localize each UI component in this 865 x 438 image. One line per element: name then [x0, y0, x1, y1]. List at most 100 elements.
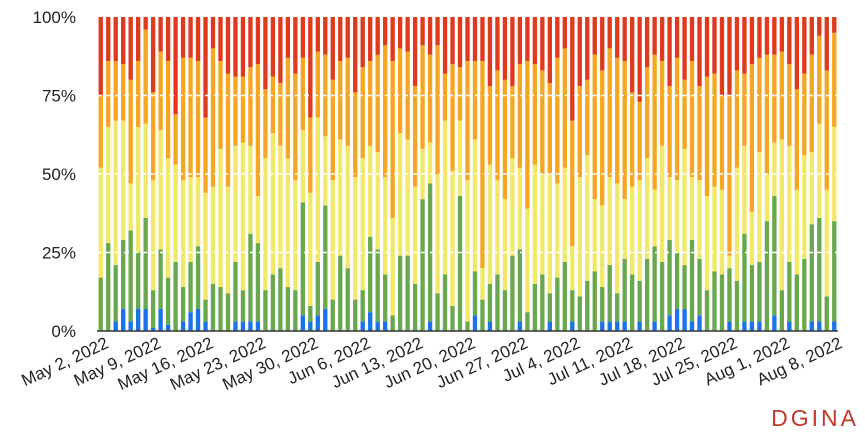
bar-segment [704, 290, 710, 331]
bar-segment [293, 17, 298, 74]
bar-segment [210, 283, 216, 331]
bar-segment [360, 321, 365, 331]
bar-segment [308, 321, 313, 331]
bar-segment [300, 315, 305, 331]
bar-segment [577, 17, 582, 87]
bar-segment [195, 246, 201, 310]
bar-segment [173, 114, 178, 165]
bar-segment [338, 17, 343, 61]
bar-segment [165, 324, 171, 331]
bar-segment [802, 258, 807, 331]
bar-segment [719, 274, 725, 331]
bar-segment [600, 17, 605, 71]
bar-segment [570, 120, 575, 247]
bar-segment [368, 17, 373, 61]
bar-segment [824, 17, 829, 71]
bar-segment [150, 290, 156, 328]
bar-segment [255, 195, 261, 244]
bar-segment [480, 299, 485, 331]
bar-segment [592, 54, 597, 200]
bar-segment [353, 299, 358, 331]
bar-segment [442, 17, 448, 74]
bar-segment [165, 158, 171, 278]
bar-segment [570, 321, 575, 331]
bar-segment [308, 305, 313, 322]
bar-segment [203, 192, 208, 300]
bar-segment [637, 280, 642, 322]
bar-segment [225, 293, 231, 331]
bar-segment [180, 321, 186, 331]
bar-segment [734, 17, 740, 71]
bar-segment [517, 321, 523, 331]
bar-segment [136, 252, 141, 310]
bar-segment [278, 145, 283, 269]
bar-segment [600, 287, 605, 322]
bar-segment [787, 145, 792, 262]
bar-segment [607, 48, 612, 178]
bar-segment [809, 224, 814, 322]
bar-segment [689, 60, 695, 178]
bar-segment [615, 293, 620, 322]
bar-segment [802, 17, 807, 74]
bar-segment [263, 158, 268, 291]
bar-segment [712, 186, 717, 272]
bar-segment [570, 246, 575, 291]
bar-segment [308, 17, 313, 118]
bar-segment [630, 17, 635, 93]
bar-segment [270, 274, 276, 331]
bar-segment [412, 186, 418, 284]
bar-segment [592, 271, 597, 331]
bar-segment [772, 54, 777, 143]
bar-segment [442, 274, 448, 331]
bar-segment [659, 60, 665, 146]
bar-segment [121, 120, 126, 240]
bar-segment [659, 17, 665, 61]
bar-segment [150, 92, 156, 181]
bar-segment [188, 177, 193, 262]
bar-segment [824, 296, 829, 331]
bar-segment [517, 17, 523, 65]
bar-segment [323, 309, 328, 331]
bar-segment [270, 17, 276, 77]
bar-segment [203, 321, 208, 331]
bar-segment [375, 249, 380, 322]
bar-segment [727, 268, 732, 322]
bar-segment [457, 120, 463, 196]
bar-segment [502, 79, 508, 200]
bar-segment [218, 60, 223, 149]
y-axis-tick-labels: 0% 25% 50% 75% 100% [33, 8, 76, 341]
bar-segment [106, 243, 111, 331]
bar-segment [315, 17, 320, 52]
bar-segment [674, 252, 680, 310]
bar-segment [143, 29, 148, 124]
bar-segment [128, 17, 133, 80]
bar-segment [510, 17, 515, 87]
bar-segment [180, 180, 186, 288]
bar-segment [300, 57, 305, 131]
bar-segment [233, 76, 238, 146]
bar-segment [600, 205, 605, 288]
bar-segment [742, 145, 747, 234]
bar-segment [622, 199, 627, 259]
bar-segment [472, 139, 478, 272]
bar-segment [659, 145, 665, 262]
bar-segment [225, 186, 231, 294]
bar-segment [570, 290, 575, 322]
bar-segment [420, 45, 425, 149]
bar-segment [285, 158, 291, 288]
bar-segment [180, 57, 186, 181]
bar-segment [173, 164, 178, 262]
bar-segment [772, 195, 777, 316]
bar-segment [547, 82, 552, 174]
bar-segment [764, 17, 770, 55]
bar-segment [742, 321, 747, 331]
bar-segment [697, 258, 702, 316]
bar-segment [143, 123, 148, 218]
bar-segment [615, 321, 620, 331]
bar-segment [644, 17, 650, 68]
bar-segment [689, 177, 695, 240]
bar-segment [383, 321, 388, 331]
bar-segment [607, 321, 612, 331]
bar-segment [525, 312, 530, 331]
bar-segment [390, 17, 395, 61]
